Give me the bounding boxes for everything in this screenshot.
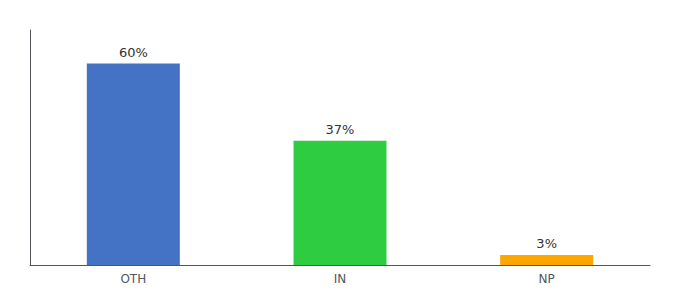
svg-text:37%: 37% bbox=[326, 122, 355, 137]
svg-text:3%: 3% bbox=[536, 236, 557, 251]
svg-text:60%: 60% bbox=[119, 45, 148, 60]
svg-text:NP: NP bbox=[539, 272, 555, 286]
svg-text:IN: IN bbox=[334, 272, 347, 286]
svg-text:OTH: OTH bbox=[120, 272, 146, 286]
